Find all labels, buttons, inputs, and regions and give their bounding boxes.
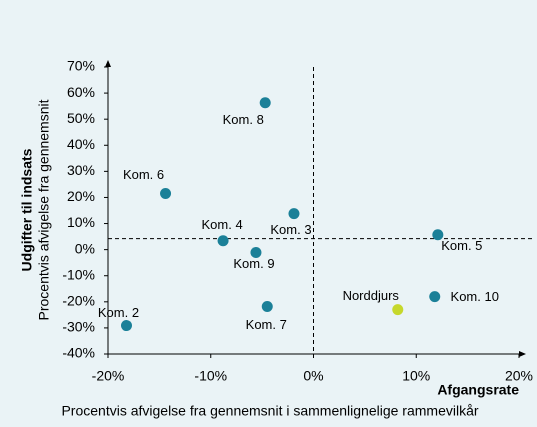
point-label: Kom. 4: [201, 217, 242, 232]
x-axis-label: Afgangsrate: [437, 382, 519, 398]
y-tick-label: 50%: [67, 110, 95, 126]
x-tick-label: 10%: [402, 368, 430, 384]
y-tick-label: 20%: [67, 188, 95, 204]
y-tick-label: -20%: [62, 293, 95, 309]
point-label: Kom. 6: [123, 167, 164, 182]
y-tick-label: 60%: [67, 84, 95, 100]
y-tick-label: -10%: [62, 266, 95, 282]
point-label: Kom. 7: [246, 317, 287, 332]
point-label: Kom. 3: [270, 222, 311, 237]
y-tick-label: -40%: [62, 345, 95, 361]
point-label: Kom. 2: [98, 305, 139, 320]
point: [120, 320, 132, 332]
y-tick-label: 70%: [67, 58, 95, 74]
x-tick-label: -20%: [92, 368, 125, 384]
y-tick-label: 10%: [67, 214, 95, 230]
x-axis-sublabel: Procentvis afvigelse fra gennemsnit i sa…: [61, 403, 478, 419]
point: [392, 304, 404, 316]
y-tick-label: -30%: [62, 319, 95, 335]
x-tick-label: 0%: [303, 368, 323, 384]
point: [261, 301, 273, 313]
x-tick-label: 20%: [505, 368, 533, 384]
point: [250, 247, 262, 259]
y-axis-arrow: [105, 60, 111, 67]
point: [160, 188, 172, 200]
y-tick-label: 40%: [67, 136, 95, 152]
point: [217, 235, 229, 247]
point-label: Kom. 10: [451, 289, 499, 304]
x-axis-arrow: [519, 351, 526, 357]
y-tick-label: 0%: [75, 240, 95, 256]
point: [259, 97, 271, 109]
point: [432, 229, 444, 241]
y-axis-label: Udgifter til indsats: [19, 148, 35, 271]
point-label: Kom. 8: [223, 112, 264, 127]
x-tick-label: -10%: [194, 368, 227, 384]
y-axis-sublabel: Procentvis afvigelse fra gennemsnit: [36, 99, 52, 320]
point-label: Kom. 5: [441, 238, 482, 253]
point: [288, 208, 300, 220]
point-label: Kom. 9: [233, 256, 274, 271]
point: [429, 291, 441, 303]
y-tick-label: 30%: [67, 162, 95, 178]
point-label: Norddjurs: [343, 288, 400, 303]
